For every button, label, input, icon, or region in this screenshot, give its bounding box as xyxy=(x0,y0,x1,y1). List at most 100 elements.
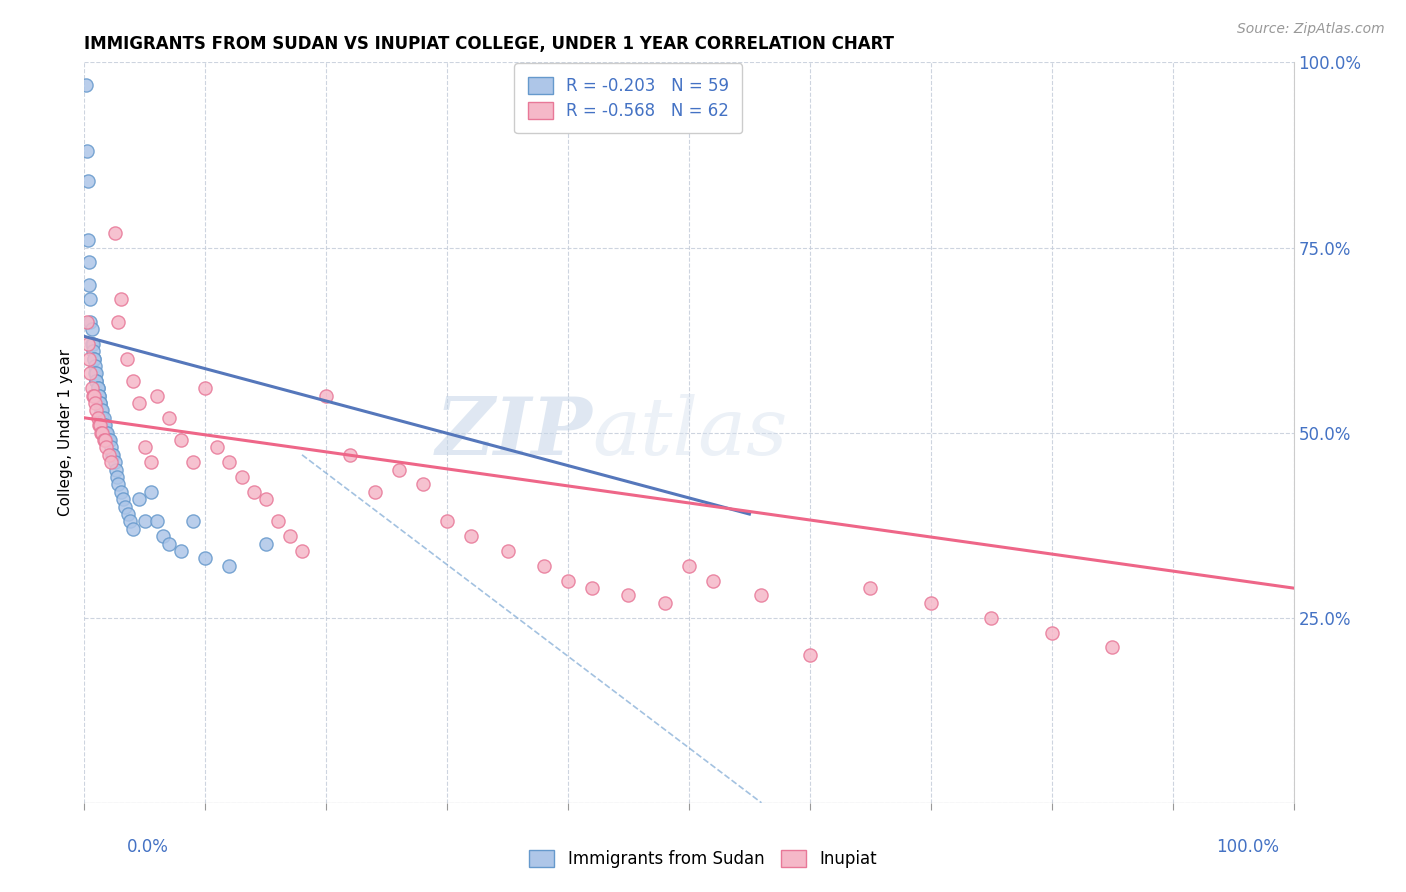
Point xyxy=(105,470,128,484)
Text: ZIP: ZIP xyxy=(436,394,592,471)
Point xyxy=(242,484,264,499)
Point xyxy=(799,648,821,662)
Point xyxy=(77,277,100,292)
Point xyxy=(86,410,108,425)
Point xyxy=(194,551,217,566)
Point xyxy=(84,396,107,410)
Point xyxy=(94,418,117,433)
Point xyxy=(104,226,127,240)
Point xyxy=(89,396,111,410)
Point xyxy=(90,425,112,440)
Point xyxy=(94,425,117,440)
Point xyxy=(103,448,125,462)
Point xyxy=(107,477,129,491)
Point xyxy=(1040,625,1063,640)
Point xyxy=(139,484,162,499)
Point xyxy=(1101,640,1123,655)
Point xyxy=(181,515,204,529)
Point xyxy=(86,381,108,395)
Point xyxy=(104,462,127,476)
Point xyxy=(533,558,555,573)
Point xyxy=(134,515,156,529)
Point xyxy=(157,410,180,425)
Point xyxy=(75,78,97,92)
Point xyxy=(557,574,579,588)
Point xyxy=(617,589,640,603)
Point xyxy=(267,515,290,529)
Point xyxy=(218,558,240,573)
Point xyxy=(93,410,115,425)
Point xyxy=(89,418,111,433)
Point xyxy=(83,388,105,402)
Point xyxy=(254,492,277,507)
Point xyxy=(460,529,482,543)
Point xyxy=(91,410,114,425)
Point xyxy=(100,441,122,455)
Point xyxy=(278,529,301,543)
Point xyxy=(77,233,100,247)
Point xyxy=(181,455,204,469)
Point xyxy=(89,396,111,410)
Legend: Immigrants from Sudan, Inupiat: Immigrants from Sudan, Inupiat xyxy=(523,843,883,875)
Point xyxy=(79,367,101,381)
Point xyxy=(86,374,108,388)
Point xyxy=(96,425,118,440)
Point xyxy=(120,515,142,529)
Point xyxy=(112,492,135,507)
Point xyxy=(139,455,162,469)
Point xyxy=(83,351,105,366)
Point xyxy=(90,403,112,417)
Point xyxy=(218,455,240,469)
Point xyxy=(170,433,193,447)
Point xyxy=(194,381,217,395)
Point xyxy=(115,351,138,366)
Point xyxy=(86,367,108,381)
Point xyxy=(86,403,108,417)
Point xyxy=(146,388,169,402)
Point xyxy=(146,515,169,529)
Point xyxy=(93,418,115,433)
Point xyxy=(110,484,132,499)
Point xyxy=(86,381,108,395)
Point xyxy=(97,433,120,447)
Point xyxy=(77,351,100,366)
Point xyxy=(254,536,277,550)
Point xyxy=(80,322,103,336)
Point xyxy=(77,255,100,269)
Text: IMMIGRANTS FROM SUDAN VS INUPIAT COLLEGE, UNDER 1 YEAR CORRELATION CHART: IMMIGRANTS FROM SUDAN VS INUPIAT COLLEGE… xyxy=(84,35,894,53)
Point xyxy=(82,336,104,351)
Point xyxy=(388,462,411,476)
Legend: R = -0.203   N = 59, R = -0.568   N = 62: R = -0.203 N = 59, R = -0.568 N = 62 xyxy=(515,63,742,133)
Point xyxy=(134,441,156,455)
Point xyxy=(104,455,127,469)
Point xyxy=(86,374,108,388)
Text: atlas: atlas xyxy=(592,394,787,471)
Point xyxy=(80,381,103,395)
Point xyxy=(98,433,121,447)
Point xyxy=(980,610,1002,624)
Point xyxy=(920,596,942,610)
Point xyxy=(121,374,143,388)
Point xyxy=(121,522,143,536)
Point xyxy=(87,418,110,433)
Point xyxy=(152,529,174,543)
Text: Source: ZipAtlas.com: Source: ZipAtlas.com xyxy=(1237,22,1385,37)
Point xyxy=(339,448,361,462)
Point xyxy=(751,589,773,603)
Point xyxy=(157,536,180,550)
Point xyxy=(496,544,519,558)
Point xyxy=(170,544,193,558)
Point xyxy=(100,455,122,469)
Point xyxy=(79,314,101,328)
Point xyxy=(94,441,117,455)
Point xyxy=(77,336,100,351)
Point xyxy=(110,293,132,307)
Point xyxy=(128,396,150,410)
Point xyxy=(231,470,253,484)
Point xyxy=(82,388,104,402)
Text: 0.0%: 0.0% xyxy=(127,838,169,856)
Point xyxy=(84,359,107,373)
Point xyxy=(315,388,337,402)
Point xyxy=(128,492,150,507)
Point xyxy=(412,477,434,491)
